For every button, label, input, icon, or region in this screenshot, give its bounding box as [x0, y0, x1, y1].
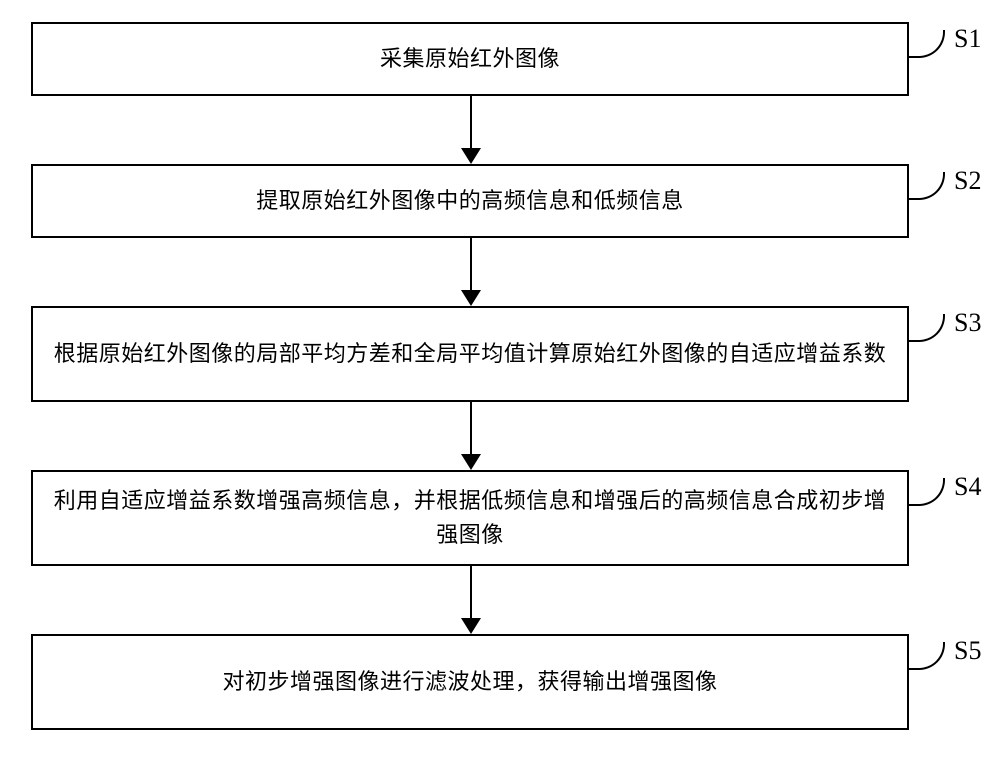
step-box-s3: 根据原始红外图像的局部平均方差和全局平均值计算原始红外图像的自适应增益系数	[31, 306, 909, 402]
label-connector-s1	[909, 30, 945, 58]
step-box-s4: 利用自适应增益系数增强高频信息，并根据低频信息和增强后的高频信息合成初步增强图像	[31, 470, 909, 566]
step-text-s3: 根据原始红外图像的局部平均方差和全局平均值计算原始红外图像的自适应增益系数	[54, 337, 887, 371]
step-label-s3: S3	[954, 308, 981, 338]
step-box-s1: 采集原始红外图像	[31, 22, 909, 96]
flowchart-canvas: 采集原始红外图像 S1 提取原始红外图像中的高频信息和低频信息 S2 根据原始红…	[0, 0, 1000, 765]
step-box-s2: 提取原始红外图像中的高频信息和低频信息	[31, 164, 909, 238]
label-connector-s3	[909, 314, 945, 342]
step-text-s5: 对初步增强图像进行滤波处理，获得输出增强图像	[222, 665, 717, 699]
label-connector-s2	[909, 172, 945, 200]
label-connector-s5	[909, 642, 945, 670]
step-label-s2: S2	[954, 166, 981, 196]
step-label-s1: S1	[954, 24, 981, 54]
step-text-s1: 采集原始红外图像	[380, 42, 560, 76]
step-label-s5: S5	[954, 636, 981, 666]
step-text-s4: 利用自适应增益系数增强高频信息，并根据低频信息和增强后的高频信息合成初步增强图像	[45, 484, 895, 552]
step-label-s4: S4	[954, 472, 981, 502]
step-box-s5: 对初步增强图像进行滤波处理，获得输出增强图像	[31, 634, 909, 730]
step-text-s2: 提取原始红外图像中的高频信息和低频信息	[256, 184, 684, 218]
label-connector-s4	[909, 478, 945, 506]
